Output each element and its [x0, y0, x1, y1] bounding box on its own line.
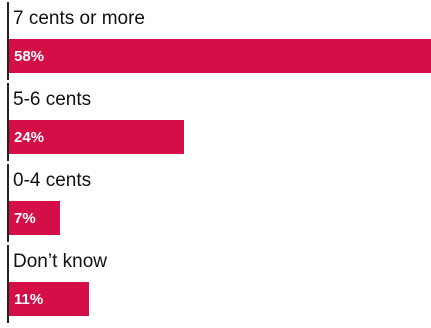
- bar: [9, 120, 184, 154]
- value-label: 24%: [14, 129, 45, 146]
- chart-row: 5-6 cents 24%: [7, 83, 431, 161]
- bar: [9, 39, 431, 73]
- row-axis-line: [7, 164, 9, 242]
- row-axis-line: [7, 245, 9, 323]
- chart-row: Don’t know 11%: [7, 245, 431, 323]
- category-label: Don’t know: [13, 251, 107, 272]
- category-label: 7 cents or more: [13, 8, 145, 29]
- chart-row: 0-4 cents 7%: [7, 164, 431, 242]
- bar: [9, 282, 89, 316]
- value-label: 7%: [14, 210, 36, 227]
- value-label: 58%: [14, 48, 45, 65]
- row-axis-line: [7, 2, 9, 80]
- chart-row: 7 cents or more 58%: [7, 2, 431, 80]
- category-label: 0-4 cents: [13, 170, 92, 191]
- category-label: 5-6 cents: [13, 89, 92, 110]
- value-label: 11%: [14, 291, 44, 308]
- bar: [9, 201, 60, 235]
- row-axis-line: [7, 83, 9, 161]
